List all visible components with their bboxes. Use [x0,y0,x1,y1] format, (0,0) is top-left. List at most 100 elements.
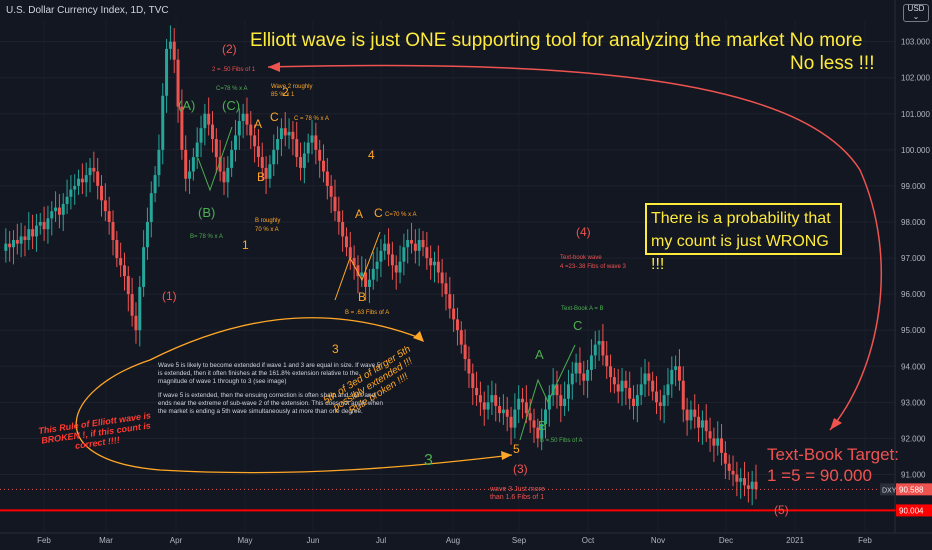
top-arrow-curve [267,64,882,431]
wave-label: B = .63 Fibs of A [345,310,390,316]
y-tick-label: 103.000 [901,38,930,47]
explanation-text: Wave 5 is likely to become extended if w… [158,362,386,416]
y-tick-label: 94.000 [901,362,926,371]
candle-body [624,380,628,388]
candle-body [153,175,157,194]
wave-label: C=78 % x A [216,86,248,92]
candle-body [371,268,375,280]
candle-body [142,247,146,287]
candle-body [689,409,693,421]
candle-body [739,478,743,482]
price-axis: 103.000 102.000 101.000 100.000 99.000 98.000… [894,0,932,550]
currency-label: USD [907,4,925,13]
orange-ellipse-upper [149,317,421,361]
wave-label: 3 [332,342,339,356]
time-axis: Feb Mar Apr May Jun Jul Aug Sep Oct Nov Dec 2021 Feb [0,532,932,545]
candle-body [593,344,597,356]
candle-body [513,409,517,428]
candle-body [444,283,448,295]
wave-label: Text-Book A = B [561,306,604,312]
wave-label: 4 =23-.38 Fibs of wave 3 [560,264,626,270]
symbol-title[interactable]: U.S. Dollar Currency Index, 1D, TVC [6,5,169,16]
x-tick-label: Dec [719,536,733,545]
candle-body [222,171,226,183]
candle-body [647,373,651,381]
wave-label: 3 [424,452,433,469]
candle-body [325,171,329,186]
candle-body [697,416,701,428]
candle-body [264,167,268,179]
x-tick-label: Jun [307,536,320,545]
wave-label: 2 [282,85,289,99]
x-tick-label: Mar [99,536,113,545]
candle-body [612,377,616,385]
candle-body [367,279,371,287]
candle-body [100,185,104,201]
x-tick-label: Feb [858,536,872,545]
candle-body [188,171,192,179]
candle-body [654,391,658,403]
candle-body [555,384,559,396]
candle-body [329,185,333,197]
candle-body [517,398,521,410]
x-tick-label: 2021 [786,536,804,545]
candle-body [743,478,747,486]
y-tick-label: 96.000 [901,290,926,299]
candle-body [505,409,509,417]
candle-body [524,402,528,414]
candle-body [566,384,570,399]
orange-arrow-head-1 [413,331,424,342]
candle-body [387,243,391,255]
wave-label: (C) [222,98,241,113]
candle-body [417,240,421,251]
wave-label: C [374,206,383,220]
candle-body [700,420,704,428]
candle-body [15,240,19,244]
candle-body [635,395,639,406]
candle-body [731,470,735,475]
candle-body [11,240,15,248]
chart-grid [0,20,895,533]
wave-label: (4) [576,225,591,239]
explanation-paragraph-2: If wave 5 is extended, then the ensuing … [158,392,383,415]
chevron-down-icon: ⌄ [912,12,920,21]
candle-body [302,153,306,168]
candle-body [685,409,689,421]
candle-body [195,142,199,158]
candle-body [509,416,513,428]
wave-label: (B) [198,205,216,220]
candle-body [203,113,207,129]
candle-body [157,149,161,176]
x-tick-label: May [237,536,252,545]
candle-body [107,211,111,222]
candle-body [620,380,624,392]
y-tick-label: 102.000 [901,74,930,83]
candle-body [46,218,50,230]
bottom-arrow-head [830,418,842,430]
candle-body [34,225,38,237]
candle-body [532,420,536,428]
x-tick-label: Oct [582,536,595,545]
candle-body [478,395,482,403]
candle-body [750,481,754,489]
candle-body [452,308,456,320]
candle-body [432,261,436,266]
candle-body [570,373,574,385]
candle-body [609,366,613,378]
candle-body [589,355,593,370]
currency-badge[interactable]: USD ⌄ [903,4,929,22]
candle-body [4,243,8,251]
candle-body [448,294,452,309]
candle-body [643,373,647,385]
candle-body [77,178,81,186]
candle-body [421,240,425,248]
candle-body [291,131,295,140]
candle-body [8,243,12,248]
candle-body [383,243,387,251]
candle-body [23,236,27,241]
candle-body [482,402,486,410]
candle-body [708,431,712,439]
candle-body [674,366,678,370]
candle-body [528,413,532,421]
